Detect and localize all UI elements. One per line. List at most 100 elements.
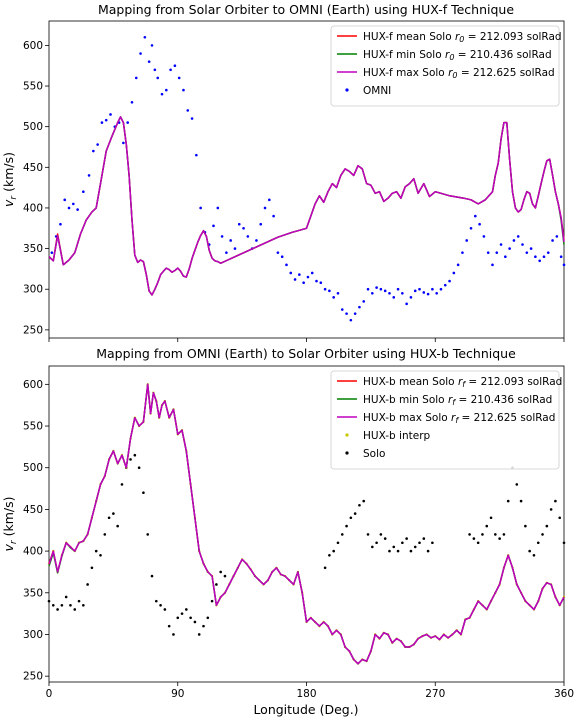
omni-point <box>452 271 456 275</box>
solo-point <box>554 499 557 503</box>
omni-point <box>186 109 190 112</box>
legend-dot-swatch <box>345 88 349 92</box>
omni-point <box>259 222 263 226</box>
omni-point <box>516 235 520 238</box>
omni-point <box>190 117 194 120</box>
solo-point <box>99 553 102 557</box>
legend-dot-swatch <box>345 451 349 455</box>
y-tick-label: 300 <box>23 284 43 296</box>
y-tick-label: 600 <box>23 379 43 391</box>
omni-point <box>169 68 172 72</box>
solo-point <box>485 524 489 528</box>
solo-point <box>468 533 471 536</box>
solo-point <box>137 466 141 470</box>
omni-point <box>323 287 327 291</box>
omni-point <box>521 243 524 246</box>
omni-point <box>495 251 499 254</box>
omni-point <box>534 255 537 259</box>
omni-point <box>50 251 54 254</box>
solo-point <box>133 453 137 457</box>
omni-point <box>134 76 138 80</box>
solo-point <box>558 516 562 520</box>
omni-point <box>371 291 374 295</box>
omni-point <box>130 100 134 104</box>
y-tick-label: 250 <box>23 324 43 336</box>
omni-point <box>272 214 275 218</box>
omni-point <box>229 239 232 242</box>
solo-point <box>481 533 484 536</box>
top-x-ticks <box>48 338 565 342</box>
solo-point <box>206 616 210 620</box>
omni-point <box>255 239 258 242</box>
solo-point <box>94 549 98 553</box>
solo-point <box>82 603 85 607</box>
solo-point <box>116 524 119 528</box>
legend-entry-label: HUX-b mean Solo rf = 212.093 solRad <box>363 376 562 389</box>
solo-point <box>86 583 89 586</box>
omni-point <box>302 281 305 285</box>
legend-entry-label: HUX-f mean Solo r0 = 212.093 solRad <box>363 31 562 44</box>
omni-point <box>147 60 151 63</box>
bottom-legend: HUX-b mean Solo rf = 212.093 solRad HUX-b… <box>330 370 562 470</box>
solo-point <box>202 624 205 628</box>
omni-point <box>448 279 451 283</box>
omni-point <box>92 149 95 153</box>
omni-point <box>474 214 477 218</box>
y-tick-label: 350 <box>23 243 43 255</box>
omni-point <box>499 243 503 246</box>
omni-point <box>559 255 563 259</box>
omni-point <box>504 255 507 259</box>
omni-point <box>486 251 490 254</box>
omni-point <box>345 312 348 315</box>
legend-entry-label: HUX-f max Solo r0 = 212.625 solRad <box>363 67 555 80</box>
solo-point <box>154 599 158 603</box>
y-tick-label: 250 <box>23 671 43 683</box>
omni-point <box>319 281 323 285</box>
solo-point <box>422 537 426 540</box>
solo-point <box>383 537 387 540</box>
y-tick-label: 550 <box>23 81 43 93</box>
omni-point <box>276 251 280 254</box>
solo-point <box>159 603 162 607</box>
legend-entry-label: OMNI <box>363 85 391 97</box>
bottom-y-ticks: 250 300 350 400 450 500 550 600 <box>23 379 49 683</box>
top-y-axis-label: vr (km/s) <box>1 152 19 207</box>
solo-point <box>210 599 214 603</box>
solo-point <box>167 624 171 628</box>
solo-point <box>345 524 348 528</box>
legend-entry-label: HUX-b interp <box>363 430 431 442</box>
omni-point <box>233 247 237 250</box>
solo-point <box>545 524 549 528</box>
omni-point <box>456 263 460 267</box>
solo-point <box>506 499 510 503</box>
y-tick-label: 300 <box>23 629 43 641</box>
solo-point <box>120 483 124 486</box>
omni-point <box>225 251 228 254</box>
omni-point <box>293 278 297 281</box>
omni-point <box>508 247 511 250</box>
omni-point <box>100 121 104 124</box>
max-series-line <box>48 383 565 665</box>
omni-point <box>67 206 71 210</box>
omni-point <box>482 235 486 238</box>
omni-point <box>212 224 215 228</box>
omni-point <box>122 141 125 145</box>
solo-point <box>541 533 544 536</box>
omni-point <box>96 143 99 146</box>
solo-point <box>129 458 132 461</box>
omni-point <box>82 190 85 193</box>
solo-point <box>73 608 77 611</box>
bottom-plot-layer <box>47 383 566 665</box>
solo-point <box>366 533 370 536</box>
omni-point <box>109 113 112 116</box>
omni-point <box>542 255 546 259</box>
solo-point <box>528 549 531 553</box>
x-axis-label: Longitude (Deg.) <box>253 702 358 717</box>
top-panel-title: Mapping from Solar Orbiter to OMNI (Eart… <box>98 2 514 17</box>
omni-point <box>478 222 481 226</box>
omni-point <box>173 64 177 68</box>
solo-point <box>536 541 540 545</box>
omni-point <box>413 289 417 293</box>
omni-point <box>353 312 357 315</box>
